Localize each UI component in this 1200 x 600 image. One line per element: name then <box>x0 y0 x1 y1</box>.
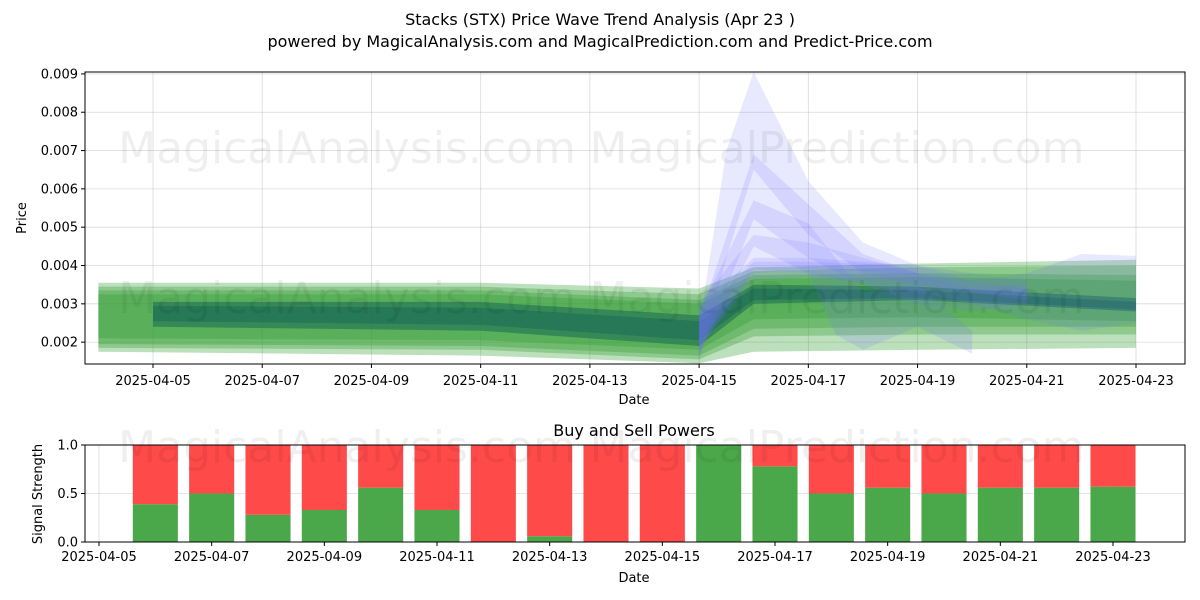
price-x-tick-label: 2025-04-23 <box>1098 374 1174 389</box>
sell-bar <box>527 445 573 537</box>
watermark-top-3: MagicalAnalysis.com <box>118 273 576 324</box>
buy-bar <box>189 493 235 542</box>
signal-x-tick-label: 2025-04-11 <box>399 550 475 565</box>
buy-bar <box>527 536 573 542</box>
signal-x-tick-label: 2025-04-09 <box>287 550 363 565</box>
signal-x-label: Date <box>618 571 649 586</box>
signal-y-tick-label: 1.0 <box>57 439 78 454</box>
buy-bar <box>921 493 967 542</box>
price-y-tick-label: 0.003 <box>41 297 78 312</box>
signal-y-tick-label: 0.0 <box>57 536 78 551</box>
sell-bar <box>132 445 178 505</box>
price-x-ticks: 2025-04-05 2025-04-07 2025-04-09 2025-04-11… <box>115 364 1174 389</box>
price-x-tick-label: 2025-04-09 <box>334 374 410 389</box>
sell-bar <box>1090 445 1136 487</box>
sell-bar <box>583 445 629 542</box>
blue-band <box>699 72 1027 362</box>
chart-title: Stacks (STX) Price Wave Trend Analysis (… <box>405 10 795 29</box>
price-y-tick-label: 0.006 <box>41 182 78 197</box>
buy-bar <box>808 493 854 542</box>
signal-x-ticks: 2025-04-05 2025-04-07 2025-04-09 2025-04-11… <box>61 542 1151 565</box>
signal-y-ticks: 0.0 0.5 1.0 <box>57 439 85 551</box>
chart-subtitle: powered by MagicalAnalysis.com and Magic… <box>267 32 932 51</box>
price-y-tick-label: 0.007 <box>41 144 78 159</box>
sell-bar <box>414 445 460 510</box>
buy-bar <box>132 504 178 542</box>
watermark-bottom-2: MagicalPrediction.com <box>590 422 1085 473</box>
price-y-tick-label: 0.002 <box>41 336 78 351</box>
price-x-tick-label: 2025-04-11 <box>443 374 519 389</box>
signal-x-tick-label: 2025-04-17 <box>737 550 813 565</box>
price-y-ticks: 0.002 0.003 0.004 0.005 0.006 0.007 0.008 0.009 <box>41 67 85 351</box>
dark-band <box>153 288 1136 341</box>
price-x-tick-label: 2025-04-05 <box>115 374 191 389</box>
price-y-tick-label: 0.004 <box>41 259 78 274</box>
watermark-bottom-1: MagicalAnalysis.com <box>118 422 576 473</box>
buy-bar <box>977 487 1023 542</box>
buy-bar <box>752 466 798 542</box>
sell-bar <box>189 445 235 494</box>
price-x-tick-label: 2025-04-21 <box>989 374 1065 389</box>
buy-bar <box>414 509 460 542</box>
price-x-label: Date <box>618 393 649 408</box>
price-x-tick-label: 2025-04-19 <box>880 374 956 389</box>
buy-bar <box>696 445 742 542</box>
buy-bar <box>301 509 347 542</box>
sell-bar <box>865 445 911 488</box>
dark-bands <box>153 284 1136 346</box>
sell-bar <box>470 445 516 542</box>
sell-bar <box>752 445 798 467</box>
signal-x-tick-label: 2025-04-15 <box>625 550 701 565</box>
sell-bar <box>977 445 1023 488</box>
sell-bar <box>358 445 404 488</box>
price-chart: MagicalAnalysis.com MagicalPrediction.co… <box>15 67 1186 408</box>
blue-band <box>699 261 918 343</box>
watermark-top-1: MagicalAnalysis.com <box>118 123 576 174</box>
signal-x-tick-label: 2025-04-05 <box>61 550 137 565</box>
sell-bar <box>245 445 291 515</box>
blue-bands <box>699 72 1136 362</box>
signal-x-tick-label: 2025-04-13 <box>512 550 588 565</box>
price-x-tick-label: 2025-04-07 <box>224 374 300 389</box>
blue-band <box>699 234 1136 350</box>
price-x-tick-label: 2025-04-17 <box>771 374 847 389</box>
price-y-label: Price <box>15 202 30 234</box>
price-x-tick-label: 2025-04-13 <box>552 374 628 389</box>
buy-bar <box>865 487 911 542</box>
price-y-tick-label: 0.005 <box>41 221 78 236</box>
sell-bar <box>921 445 967 494</box>
price-y-tick-label: 0.009 <box>41 67 78 82</box>
price-x-tick-label: 2025-04-15 <box>661 374 737 389</box>
sell-bar <box>301 445 347 510</box>
signal-y-label: Signal Strength <box>31 444 46 544</box>
dark-band <box>153 284 1136 346</box>
signal-x-tick-label: 2025-04-19 <box>850 550 926 565</box>
price-y-tick-label: 0.008 <box>41 106 78 121</box>
buy-bar <box>1090 486 1136 542</box>
blue-band <box>699 257 1027 346</box>
buy-bar <box>245 514 291 542</box>
sell-bar <box>808 445 854 494</box>
watermark-top-2: MagicalPrediction.com <box>590 123 1085 174</box>
signal-bars <box>132 445 1136 542</box>
sell-bar <box>639 445 685 542</box>
buy-bar <box>1034 487 1080 542</box>
signal-x-tick-label: 2025-04-07 <box>174 550 250 565</box>
signal-chart: Buy and Sell Powers MagicalAnalysis.com … <box>31 421 1186 586</box>
buy-bar <box>358 487 404 542</box>
blue-band <box>699 200 973 354</box>
signal-x-tick-label: 2025-04-23 <box>1075 550 1151 565</box>
blue-band <box>699 154 1027 358</box>
signal-x-tick-label: 2025-04-21 <box>963 550 1039 565</box>
signal-y-tick-label: 0.5 <box>57 487 78 502</box>
watermark-top-4: MagicalPrediction.com <box>590 273 1085 324</box>
price-plot-frame <box>84 71 1186 365</box>
sell-bar <box>1034 445 1080 488</box>
signal-chart-title: Buy and Sell Powers <box>553 421 715 440</box>
